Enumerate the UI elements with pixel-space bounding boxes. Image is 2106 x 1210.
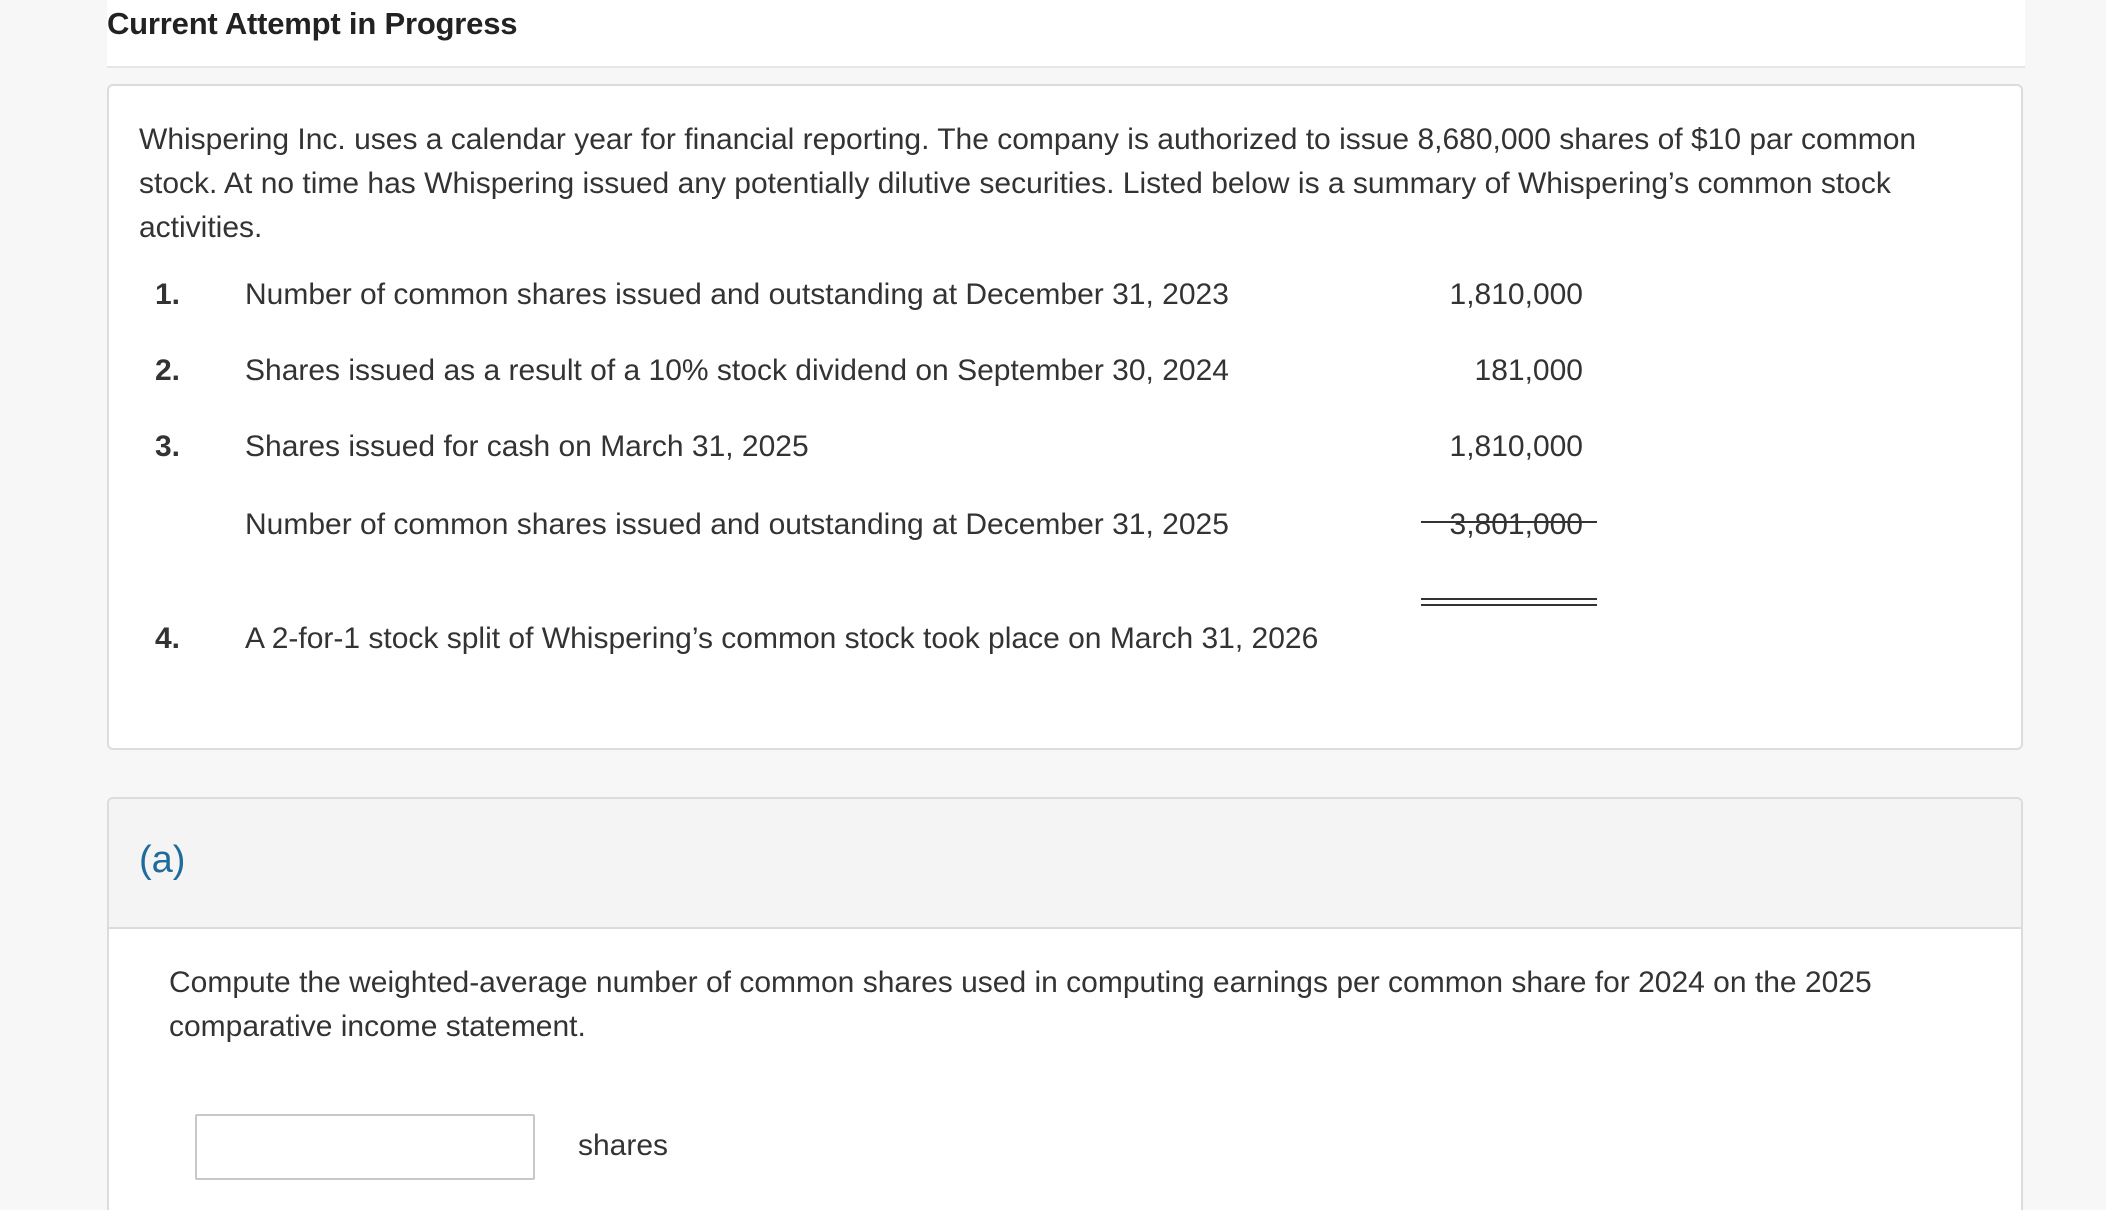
problem-statement-card: Whispering Inc. uses a calendar year for… bbox=[107, 84, 2023, 750]
activity-number: 2. bbox=[155, 354, 181, 387]
total-row: Number of common shares issued and outst… bbox=[109, 508, 1609, 558]
problem-intro-text: Whispering Inc. uses a calendar year for… bbox=[139, 123, 1917, 244]
attempt-header: Current Attempt in Progress bbox=[107, 0, 2025, 68]
activity-row: 3. Shares issued for cash on March 31, 2… bbox=[109, 430, 1609, 480]
activity-row: 1. Number of common shares issued and ou… bbox=[109, 278, 1609, 328]
answer-unit-label: shares bbox=[578, 1129, 669, 1162]
activity-row: 4. A 2-for-1 stock split of Whispering’s… bbox=[109, 622, 1609, 672]
activity-total-value: 3,801,000 bbox=[1449, 508, 1583, 541]
total-double-underline bbox=[1421, 598, 1597, 606]
activity-description: Number of common shares issued and outst… bbox=[245, 278, 1229, 311]
attempt-status-title: Current Attempt in Progress bbox=[107, 6, 518, 41]
part-a-question: Compute the weighted-average number of c… bbox=[169, 966, 1872, 1043]
weighted-average-shares-input[interactable] bbox=[195, 1114, 535, 1180]
activity-description: Shares issued for cash on March 31, 2025 bbox=[245, 430, 809, 463]
part-label: (a) bbox=[139, 839, 186, 881]
activity-value: 1,810,000 bbox=[1449, 278, 1583, 311]
part-a-header: (a) bbox=[109, 799, 2021, 929]
activity-number: 3. bbox=[155, 430, 181, 463]
activity-description: Shares issued as a result of a 10% stock… bbox=[245, 354, 1229, 387]
part-a-card: (a) Compute the weighted-average number … bbox=[107, 797, 2023, 1210]
activity-description: A 2-for-1 stock split of Whispering’s co… bbox=[245, 622, 1319, 655]
activity-number: 4. bbox=[155, 622, 181, 655]
activity-value: 1,810,000 bbox=[1449, 430, 1583, 463]
activity-value: 181,000 bbox=[1474, 354, 1583, 387]
subtotal-underline bbox=[1421, 521, 1597, 523]
activity-description: Number of common shares issued and outst… bbox=[245, 508, 1229, 541]
activity-number: 1. bbox=[155, 278, 181, 311]
activity-row: 2. Shares issued as a result of a 10% st… bbox=[109, 354, 1609, 404]
